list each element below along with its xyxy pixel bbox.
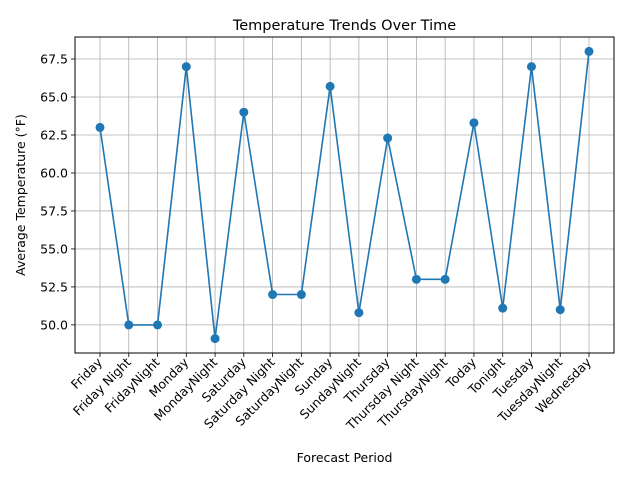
data-point xyxy=(153,320,163,330)
y-tick-label: 62.5 xyxy=(40,127,68,142)
data-point xyxy=(354,308,364,318)
plot-frame xyxy=(74,36,615,354)
data-point xyxy=(239,107,249,117)
data-point xyxy=(555,305,565,315)
y-tick-label: 65.0 xyxy=(40,90,68,105)
y-tick-label: 60.0 xyxy=(40,165,68,180)
y-tick-label: 57.5 xyxy=(40,203,68,218)
data-point xyxy=(526,62,536,72)
data-point xyxy=(469,118,479,128)
data-point xyxy=(296,290,306,300)
y-axis-title: Average Temperature (°F) xyxy=(13,114,28,276)
grid-lines xyxy=(75,37,614,353)
series-line xyxy=(99,51,590,340)
data-point xyxy=(440,274,450,284)
data-point xyxy=(210,334,220,344)
y-tick-label: 50.0 xyxy=(40,317,68,332)
data-point xyxy=(584,46,594,56)
data-point xyxy=(95,122,105,132)
data-point xyxy=(383,133,393,143)
data-point xyxy=(325,81,335,91)
x-axis-title: Forecast Period xyxy=(297,450,393,465)
y-tick-label: 55.0 xyxy=(40,241,68,256)
data-point xyxy=(498,303,508,313)
y-tick-label: 52.5 xyxy=(40,279,68,294)
y-axis: 50.0 52.5 55.0 57.5 60.0 62.5 65.0 67.5 xyxy=(40,52,75,332)
data-point xyxy=(411,274,421,284)
chart-title: Temperature Trends Over Time xyxy=(232,18,456,34)
y-tick-label: 67.5 xyxy=(40,52,68,67)
data-point xyxy=(124,320,134,330)
temperature-series xyxy=(95,46,594,344)
data-point xyxy=(268,290,278,300)
data-point xyxy=(181,62,191,72)
